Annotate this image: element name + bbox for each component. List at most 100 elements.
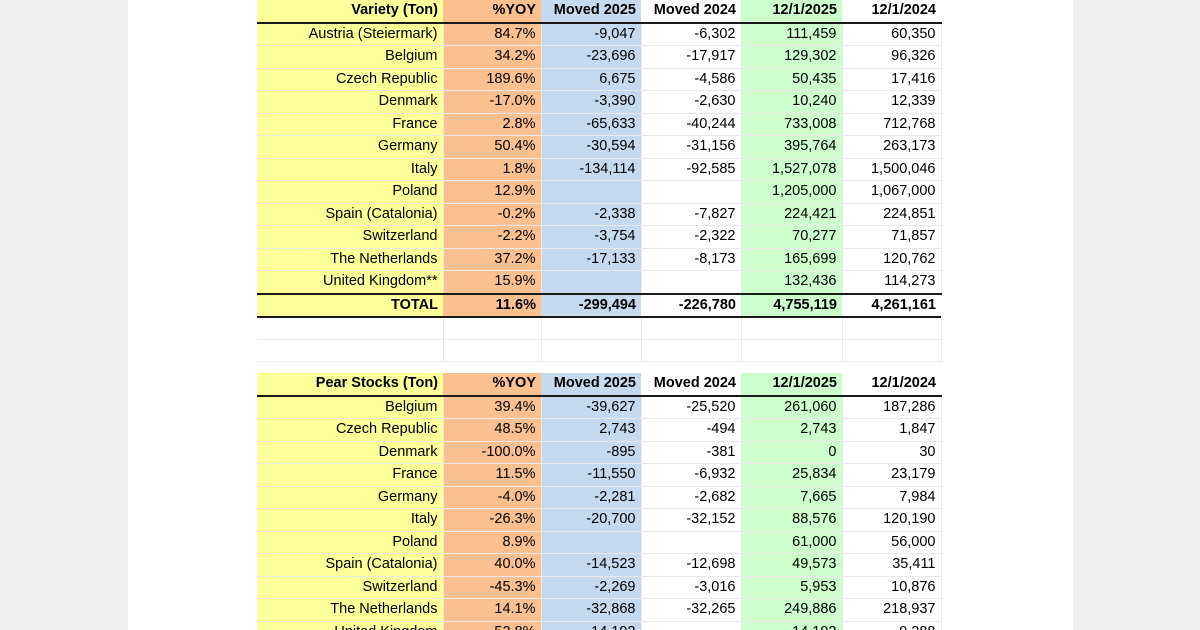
cell-stock_2024: 120,190 (842, 508, 942, 532)
cell-yoy: -45.3% (443, 576, 542, 599)
cell-stock_2024: 23,179 (842, 463, 942, 487)
table-row: Belgium 39.4% -39,627 -25,520 261,060 187,286 (257, 395, 942, 419)
cell-moved_2024: -31,156 (641, 135, 742, 159)
cell-yoy: 1.8% (443, 158, 542, 181)
cell-moved_2024: -32,152 (641, 508, 742, 532)
cell-moved_2025: -20,700 (541, 508, 642, 532)
column-header-1: Variety (Ton) (257, 0, 443, 24)
cell-moved_2025: -895 (541, 441, 642, 464)
cell-stock_2025: 49,573 (741, 553, 843, 577)
table-pear-stocks: Pear Stocks (Ton) %YOY Moved 2025 Moved 202… (257, 373, 942, 630)
cell-stock_2024: 9,288 (842, 621, 942, 630)
cell-moved_2025: -134,114 (541, 158, 642, 181)
cell-stock_2024: 12,339 (842, 90, 942, 114)
cell-moved_2025: -2,281 (541, 486, 642, 509)
cell-stock_2025: 1,205,000 (741, 180, 843, 204)
cell-yoy: 37.2% (443, 248, 542, 271)
cell-moved_2025: -3,390 (541, 90, 642, 114)
cell-moved_2025 (541, 180, 642, 204)
cell-yoy: -26.3% (443, 508, 542, 532)
cell-stock_2024: 10,876 (842, 576, 942, 599)
row-label: Czech Republic (257, 68, 444, 91)
cell-stock_2024: 712,768 (842, 113, 942, 136)
table-variety-stocks: Variety (Ton) %YOY Moved 2025 Moved 2024 12/… (257, 0, 942, 318)
cell-yoy: 12.9% (443, 180, 542, 204)
cell-moved_2025 (541, 270, 642, 294)
cell-yoy: 189.6% (443, 68, 542, 91)
row-label: Poland (257, 180, 444, 204)
spacer-cell (842, 318, 942, 340)
cell-stock_2025: 111,459 (741, 22, 843, 46)
cell-stock_2025: 50,435 (741, 68, 843, 91)
spacer-row (257, 339, 942, 362)
column-header-3: Moved 2025 (541, 373, 641, 397)
row-label: Switzerland (257, 576, 444, 599)
cell-stock_2025: 7,665 (741, 486, 843, 509)
spacer-row (257, 318, 942, 340)
total-stock_2024: 4,261,161 (842, 292, 941, 318)
cell-yoy: -2.2% (443, 225, 542, 249)
cell-moved_2025: -17,133 (541, 248, 642, 271)
column-header-5: 12/1/2025 (741, 373, 842, 397)
table-spacer-rows (257, 318, 942, 373)
cell-moved_2024: -381 (641, 441, 742, 464)
total-yoy: 11.6% (443, 292, 541, 318)
cell-stock_2024: 187,286 (842, 395, 942, 419)
table-row: Switzerland -45.3% -2,269 -3,016 5,953 10,876 (257, 576, 942, 599)
cell-moved_2024: -6,932 (641, 463, 742, 487)
row-label: Italy (257, 158, 444, 181)
row-label: Belgium (257, 395, 444, 419)
total-moved_2025: -299,494 (541, 292, 641, 318)
cell-moved_2025: -3,754 (541, 225, 642, 249)
cell-stock_2025: 165,699 (741, 248, 843, 271)
cell-moved_2024: -6,302 (641, 22, 742, 46)
cell-moved_2025 (541, 531, 642, 554)
table-row: Denmark -17.0% -3,390 -2,630 10,240 12,339 (257, 90, 942, 114)
cell-moved_2024 (641, 621, 742, 630)
cell-yoy: -0.2% (443, 203, 542, 226)
cell-stock_2025: 733,008 (741, 113, 843, 136)
cell-stock_2025: 10,240 (741, 90, 843, 114)
row-label: France (257, 463, 444, 487)
table-row: Austria (Steiermark) 84.7% -9,047 -6,302 111… (257, 22, 942, 46)
table-row: The Netherlands 14.1% -32,868 -32,265 249,88… (257, 598, 942, 622)
table-row: Switzerland -2.2% -3,754 -2,322 70,277 71,857 (257, 225, 942, 249)
cell-yoy: 50.4% (443, 135, 542, 159)
cell-stock_2024: 7,984 (842, 486, 942, 509)
cell-stock_2024: 30 (842, 441, 942, 464)
cell-yoy: 52.8% (443, 621, 542, 630)
cell-stock_2024: 1,500,046 (842, 158, 942, 181)
table-row: United Kingdom** 15.9% 132,436 114,273 (257, 270, 942, 294)
cell-moved_2024: -92,585 (641, 158, 742, 181)
cell-moved_2025: -65,633 (541, 113, 642, 136)
row-label: Belgium (257, 45, 444, 69)
cell-moved_2024: -2,322 (641, 225, 742, 249)
cell-stock_2024: 60,350 (842, 22, 942, 46)
table-header-row: Pear Stocks (Ton) %YOY Moved 2025 Moved 202… (257, 373, 941, 397)
cell-stock_2024: 218,937 (842, 598, 942, 622)
cell-stock_2025: 1,527,078 (741, 158, 843, 181)
column-header-1: Pear Stocks (Ton) (257, 373, 443, 397)
cell-moved_2025: -23,696 (541, 45, 642, 69)
row-label: Spain (Catalonia) (257, 203, 444, 226)
cell-yoy: 84.7% (443, 22, 542, 46)
cell-yoy: 34.2% (443, 45, 542, 69)
total-moved_2024: -226,780 (641, 292, 741, 318)
document-canvas: Variety (Ton) %YOY Moved 2025 Moved 2024 12/… (128, 0, 1073, 630)
row-label: Poland (257, 531, 444, 554)
spacer-cell (641, 318, 742, 340)
cell-stock_2025: 61,000 (741, 531, 843, 554)
cell-stock_2024: 17,416 (842, 68, 942, 91)
spacer-cell (257, 318, 444, 340)
cell-stock_2024: 1,067,000 (842, 180, 942, 204)
cell-stock_2025: 129,302 (741, 45, 843, 69)
spacer-cell (541, 339, 642, 362)
cell-yoy: -4.0% (443, 486, 542, 509)
row-label: The Netherlands (257, 248, 444, 271)
cell-stock_2025: 14,192 (741, 621, 843, 630)
spacer-gap-cell (257, 361, 941, 373)
table-total-row: TOTAL 11.6% -299,494 -226,780 4,755,119 4,261… (257, 292, 941, 318)
row-label: Italy (257, 508, 444, 532)
cell-stock_2024: 96,326 (842, 45, 942, 69)
